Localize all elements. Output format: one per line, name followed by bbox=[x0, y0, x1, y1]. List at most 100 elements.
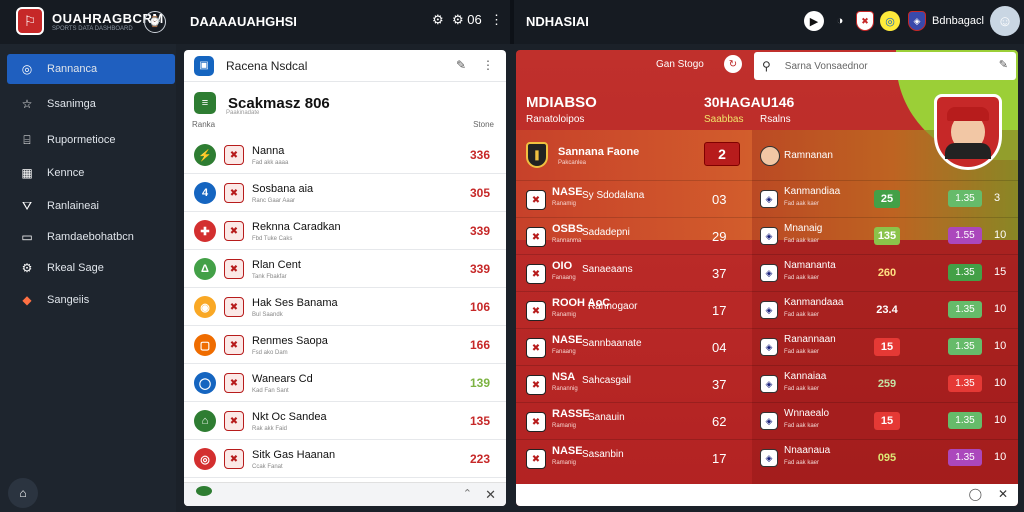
refresh-icon[interactable]: ↻ bbox=[724, 55, 742, 73]
medal-icon[interactable]: ◎ bbox=[880, 11, 900, 31]
opponent-badge-icon: ◈ bbox=[760, 449, 778, 467]
sidebar-item-3[interactable]: ▦ Kennce bbox=[7, 158, 175, 188]
table-row[interactable]: ◯ ✖ Wanears Cd Kad Fan Sant 139 bbox=[184, 364, 506, 402]
panel-title: ≡ Scakmasz 806 bbox=[194, 92, 330, 114]
left-controls[interactable]: ⚙ 06 bbox=[452, 12, 482, 27]
search-input[interactable]: Sarna Vonsaednor bbox=[784, 60, 868, 72]
brand-subtitle: SPORTS DATA DASHBOARD bbox=[52, 26, 133, 32]
table-row[interactable]: ✚ ✖ Reknna Caradkan Fbd Tuke Caks 339 bbox=[184, 212, 506, 250]
search-bar[interactable]: ⚲ Sarna Vonsaednor ✎ bbox=[754, 52, 1016, 80]
odds-button[interactable]: 1.55 bbox=[948, 227, 982, 244]
player-name: Kannaiaa bbox=[784, 371, 827, 382]
table-row[interactable]: ⌂ ✖ Nkt Oc Sandea Rak akk Faid 135 bbox=[184, 402, 506, 440]
row-name: Sitk Gas Haanan bbox=[252, 449, 336, 461]
sort-label[interactable]: Gan Stogo bbox=[656, 59, 704, 70]
odds-button[interactable]: 1.35 bbox=[948, 301, 982, 318]
sidebar-item-5[interactable]: ▭ Ramdaebohatbcn bbox=[7, 222, 175, 252]
odds-button[interactable]: 1.35 bbox=[948, 264, 982, 281]
avatar[interactable]: ☺ bbox=[990, 6, 1020, 36]
opponent-badge-icon: ◈ bbox=[760, 375, 778, 393]
team-badge-icon[interactable]: ✖ bbox=[856, 11, 874, 31]
rank-icon: ⚡ bbox=[194, 144, 216, 166]
comment-icon[interactable]: ◯ bbox=[968, 487, 982, 501]
more-menu-icon[interactable]: ⋮ bbox=[482, 58, 494, 72]
row-extra: 3 bbox=[994, 192, 1001, 204]
player-sub: Fad aak kaer bbox=[784, 349, 820, 355]
featured-score[interactable]: 2 bbox=[704, 142, 740, 166]
sidebar-item-label: Sangeiis bbox=[47, 294, 90, 306]
list-icon: ≡ bbox=[194, 92, 216, 114]
table-row[interactable]: ⚡ ✖ Nanna Fad akk aaaa 336 bbox=[184, 136, 506, 174]
pin-icon[interactable]: ✎ bbox=[455, 58, 466, 72]
table-row[interactable]: ◎ ✖ Sitk Gas Haanan Ccak Fanat 223 bbox=[184, 440, 506, 478]
row-score: 223 bbox=[469, 452, 490, 466]
team-badge-icon: ✖ bbox=[224, 259, 244, 279]
shield-logo-icon[interactable]: ⚐ bbox=[16, 7, 44, 35]
match-row[interactable]: ✖ RASSE Ramanig Sanauin 62 ◈ Wnnaealo Fad aak k… bbox=[516, 402, 1018, 439]
team-desc: Sy Sdodalana bbox=[582, 190, 645, 201]
match-row[interactable]: ✖ NASE Ramanig Sasanbin 17 ◈ Nnaanaua Fad aak k… bbox=[516, 439, 1018, 476]
table-row[interactable]: ◉ ✖ Hak Ses Banama Bul Saandk 106 bbox=[184, 288, 506, 326]
section-title: MDIABSO bbox=[526, 94, 597, 111]
ball-icon[interactable]: ◑ bbox=[836, 15, 844, 27]
globe-icon: ◎ bbox=[21, 62, 33, 76]
sidebar-item-4[interactable]: ⛛ Ranlaineai bbox=[7, 191, 175, 221]
team-badge-icon: ✖ bbox=[526, 264, 546, 284]
match-row[interactable]: ✖ NASE Fanaang Sannbaanate 04 ◈ Ranannaan Fad a… bbox=[516, 328, 1018, 365]
match-row[interactable]: ✖ OIO Fanaang Sanaeaans 37 ◈ Namananta Fad aak … bbox=[516, 254, 1018, 291]
player-sub: Fad aak kaer bbox=[784, 275, 820, 281]
odds-button[interactable]: 1.35 bbox=[948, 412, 982, 429]
sidebar-item-label: Ranlaineai bbox=[47, 200, 99, 212]
team-badge-icon: ✖ bbox=[526, 301, 546, 321]
match-row[interactable]: ✖ NASE Ranamig Sy Sdodalana 03 ◈ Kanmandiaa Fad… bbox=[516, 180, 1018, 217]
sidebar-item-2[interactable]: ⌸ Rupormetioce bbox=[7, 125, 175, 155]
table-row[interactable]: Δ ✖ Rlan Cent Tank Fbakfar 339 bbox=[184, 250, 506, 288]
sidebar-item-1[interactable]: ☆ Ssanimga bbox=[7, 89, 175, 119]
player-sub: Fad aak kaer bbox=[784, 386, 820, 392]
team-sub: Fanaang bbox=[552, 349, 576, 355]
close-icon[interactable]: ✕ bbox=[485, 487, 496, 502]
match-row[interactable]: ✖ ROOH AoC Ranamig Rannogaor 17 ◈ Kanmandaaa Fa… bbox=[516, 291, 1018, 328]
row-score: 336 bbox=[469, 148, 490, 162]
player-sub: Fad aak kaer bbox=[784, 460, 820, 466]
user-name[interactable]: Bdnbagacl bbox=[932, 15, 984, 27]
home-icon[interactable]: ⌂ bbox=[8, 478, 38, 508]
table-row[interactable]: ▢ ✖ Renmes Saopa Fsd ako Dam 166 bbox=[184, 326, 506, 364]
row-extra: 10 bbox=[994, 377, 1007, 389]
more-menu-icon[interactable]: ⋮ bbox=[490, 12, 503, 27]
odds-button[interactable]: 1.35 bbox=[948, 190, 982, 207]
collapse-icon[interactable]: ⌃ bbox=[462, 488, 472, 500]
odds-button[interactable]: 1.35 bbox=[948, 375, 982, 392]
team-badge-icon: ✖ bbox=[224, 221, 244, 241]
team-sub: Ranamig bbox=[552, 312, 577, 318]
row-extra: 10 bbox=[994, 414, 1007, 426]
right-column-header: Rsalns bbox=[760, 114, 791, 125]
match-row[interactable]: ✖ OSBS Rannanma Sadadepni 29 ◈ Mnanaig Fad aak … bbox=[516, 217, 1018, 254]
sidebar-item-6[interactable]: ⚙ Rkeal Sage bbox=[7, 253, 175, 283]
team-badge-icon: ✖ bbox=[526, 338, 546, 358]
rank-icon: ◉ bbox=[194, 296, 216, 318]
team-desc: Sasanbin bbox=[582, 449, 624, 460]
close-icon[interactable]: ✕ bbox=[997, 487, 1008, 501]
club-crest-icon[interactable]: ◈ bbox=[908, 11, 926, 31]
sidebar-item-0[interactable]: ◎ Rannanca bbox=[7, 54, 175, 84]
team-badge-icon: ✖ bbox=[526, 449, 546, 469]
odds-button[interactable]: 1.35 bbox=[948, 449, 982, 466]
team-badge-icon: ✖ bbox=[526, 412, 546, 432]
sidebar-item-7[interactable]: ◆ Sangeiis bbox=[7, 285, 175, 315]
row-sub: Ranc Gaar Aaar bbox=[252, 198, 296, 204]
settings-icon[interactable]: ⚙ bbox=[432, 12, 444, 27]
clock-icon[interactable]: ⌚ bbox=[144, 11, 166, 33]
odds-button[interactable]: 1.35 bbox=[948, 338, 982, 355]
player-sub: Fad aak kaer bbox=[784, 423, 820, 429]
row-sub: Fad akk aaaa bbox=[252, 160, 289, 166]
play-icon[interactable]: ▶ bbox=[804, 11, 824, 31]
match-row[interactable]: ✖ NSA Ranannig Sahcasgail 37 ◈ Kannaiaa Fad aak… bbox=[516, 365, 1018, 402]
player-name: Nnaanaua bbox=[784, 445, 831, 456]
stat-pill: 260 bbox=[877, 267, 897, 279]
row-value: 37 bbox=[712, 377, 727, 392]
edit-icon[interactable]: ✎ bbox=[998, 59, 1008, 71]
table-row[interactable]: 4 ✖ Sosbana aia Ranc Gaar Aaar 305 bbox=[184, 174, 506, 212]
panel-footer: ◯ ✕ bbox=[516, 484, 1018, 506]
team-desc: Sanaeaans bbox=[582, 264, 633, 275]
